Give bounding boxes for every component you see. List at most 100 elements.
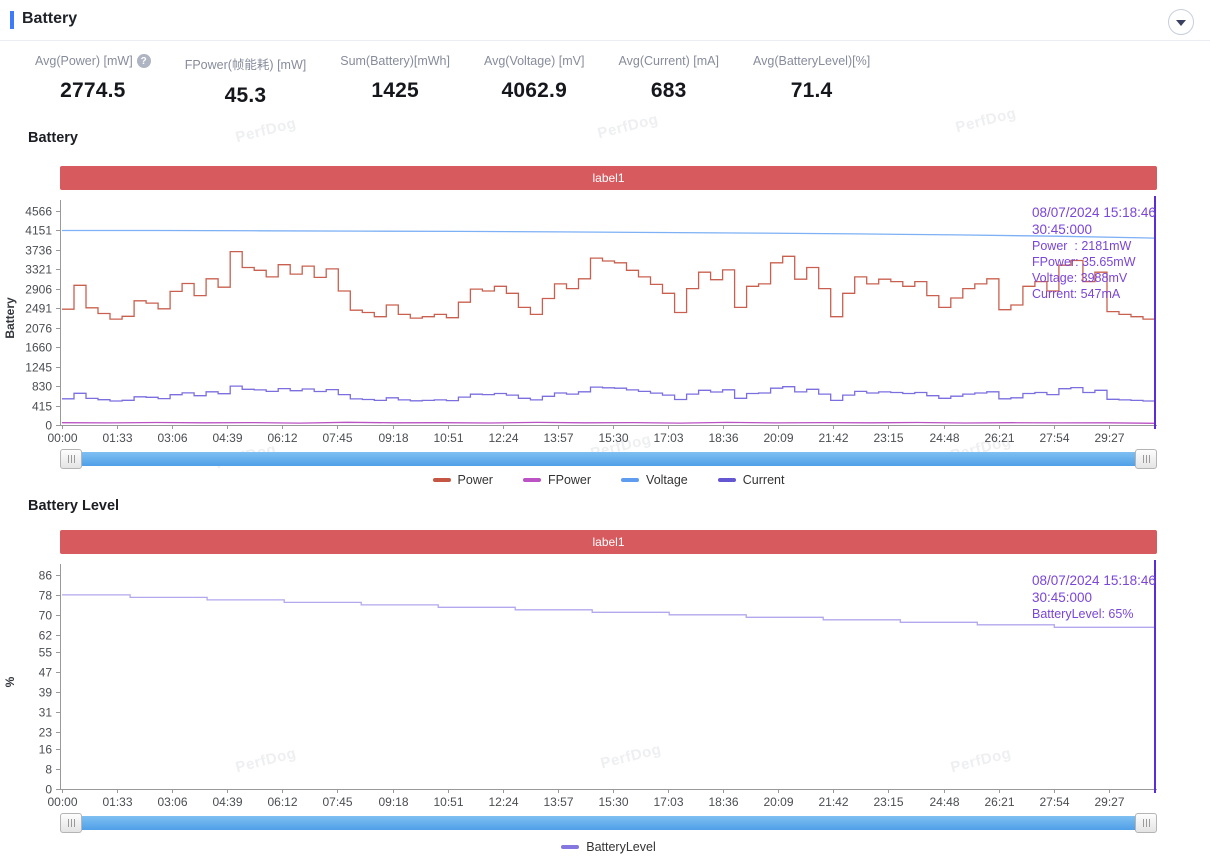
stat-label: Avg(Current) [mA] — [618, 54, 720, 68]
legend-dash-icon — [717, 478, 736, 482]
svg-text:3321: 3321 — [25, 263, 52, 277]
grip-icon — [1145, 819, 1147, 827]
svg-text:23:15: 23:15 — [873, 795, 903, 809]
svg-text:0: 0 — [45, 419, 52, 433]
banner-label: label1 — [592, 171, 625, 185]
svg-text:830: 830 — [32, 380, 52, 394]
svg-text:18:36: 18:36 — [708, 795, 738, 809]
label-banner: label1 — [60, 166, 1157, 190]
stat-avg-current: Avg(Current) [mA] 683 — [619, 54, 720, 108]
svg-text:47: 47 — [39, 666, 53, 680]
legend-label: Power — [457, 473, 493, 487]
svg-text:78: 78 — [39, 589, 53, 603]
svg-text:00:00: 00:00 — [47, 431, 77, 445]
help-icon[interactable]: ? — [136, 54, 151, 68]
battery-chart-title: Battery — [28, 130, 78, 146]
svg-text:2491: 2491 — [25, 302, 52, 316]
svg-text:09:18: 09:18 — [378, 795, 408, 809]
svg-text:24:48: 24:48 — [929, 431, 959, 445]
svg-text:Battery: Battery — [3, 297, 17, 339]
battery-level-chart-title: Battery Level — [28, 498, 120, 514]
perfdog-watermark: PerfDog — [953, 104, 1018, 137]
battery-chart-hscrollbar[interactable] — [60, 449, 1157, 469]
svg-text:20:09: 20:09 — [763, 431, 793, 445]
perfdog-watermark: PerfDog — [233, 114, 298, 147]
svg-text:17:03: 17:03 — [653, 431, 683, 445]
battery-level-chart-legend: BatteryLevel — [60, 840, 1157, 854]
chevron-down-icon — [1176, 20, 1186, 26]
svg-text:86: 86 — [39, 569, 53, 583]
svg-text:10:51: 10:51 — [433, 795, 463, 809]
legend-label: FPower — [547, 473, 592, 487]
scrollbar-right-handle[interactable] — [1135, 813, 1157, 833]
stat-label: Sum(Battery)[mWh] — [340, 54, 450, 68]
scrollbar-left-handle[interactable] — [60, 813, 82, 833]
legend-item-voltage[interactable]: Voltage — [621, 473, 688, 487]
svg-text:00:00: 00:00 — [47, 795, 77, 809]
grip-icon — [70, 455, 72, 463]
svg-text:21:42: 21:42 — [818, 795, 848, 809]
svg-text:415: 415 — [32, 400, 52, 414]
stat-avg-voltage: Avg(Voltage) [mV] 4062.9 — [484, 54, 585, 108]
collapse-button[interactable] — [1168, 9, 1194, 35]
svg-text:15:30: 15:30 — [598, 795, 628, 809]
svg-text:15:30: 15:30 — [598, 431, 628, 445]
stat-label: Avg(Voltage) [mV] — [483, 54, 585, 68]
svg-text:04:39: 04:39 — [212, 795, 242, 809]
svg-text:23: 23 — [39, 726, 53, 740]
stat-fpower: FPower(帧能耗) [mW] 45.3 — [185, 54, 307, 108]
svg-text:21:42: 21:42 — [818, 431, 848, 445]
stat-label: Avg(BatteryLevel)[%] — [753, 54, 871, 68]
legend-dash-icon — [522, 478, 541, 482]
svg-text:06:12: 06:12 — [267, 431, 297, 445]
svg-text:8: 8 — [45, 763, 52, 777]
stat-value: 71.4 — [790, 79, 833, 102]
legend-item-batterylevel[interactable]: BatteryLevel — [561, 840, 656, 854]
svg-text:06:12: 06:12 — [267, 795, 297, 809]
svg-text:0: 0 — [45, 783, 52, 797]
legend-item-fpower[interactable]: FPower — [522, 473, 592, 487]
stat-value: 4062.9 — [501, 79, 567, 102]
label-banner: label1 — [60, 530, 1157, 554]
svg-text:31: 31 — [39, 706, 53, 720]
battery-level-chart[interactable]: 0 8 16 23 31 39 47 55 62 70 78 86 00:00 01:33 03:06 04:… — [0, 560, 1210, 812]
svg-text:1245: 1245 — [25, 361, 52, 375]
legend-dash-icon — [561, 845, 580, 849]
stat-label: FPower(帧能耗) [mW] — [184, 58, 307, 72]
legend-label: Current — [742, 473, 785, 487]
legend-item-current[interactable]: Current — [717, 473, 785, 487]
svg-text:16: 16 — [39, 743, 53, 757]
stat-value: 45.3 — [224, 84, 267, 107]
scrollbar-left-handle[interactable] — [60, 449, 82, 469]
svg-text:26:21: 26:21 — [984, 431, 1014, 445]
stat-avg-power: Avg(Power) [mW]? 2774.5 — [35, 54, 151, 108]
stat-value: 683 — [650, 79, 687, 102]
svg-text:23:15: 23:15 — [873, 431, 903, 445]
svg-text:18:36: 18:36 — [708, 431, 738, 445]
legend-dash-icon — [432, 478, 451, 482]
svg-text:12:24: 12:24 — [488, 795, 518, 809]
battery-level-chart-hscrollbar[interactable] — [60, 813, 1157, 833]
legend-label: BatteryLevel — [586, 840, 656, 854]
svg-text:39: 39 — [39, 686, 53, 700]
svg-text:01:33: 01:33 — [102, 795, 132, 809]
scrollbar-track[interactable] — [71, 452, 1146, 466]
legend-item-power[interactable]: Power — [432, 473, 493, 487]
grip-icon — [1145, 455, 1147, 463]
svg-text:29:27: 29:27 — [1094, 431, 1124, 445]
battery-chart[interactable]: 0 415 830 1245 1660 2076 2491 2906 3321 3736 4151 4… — [0, 196, 1210, 448]
svg-text:07:45: 07:45 — [322, 795, 352, 809]
svg-text:29:27: 29:27 — [1094, 795, 1124, 809]
scrollbar-right-handle[interactable] — [1135, 449, 1157, 469]
svg-text:20:09: 20:09 — [763, 795, 793, 809]
scrollbar-track[interactable] — [71, 816, 1146, 830]
svg-text:09:18: 09:18 — [378, 431, 408, 445]
page-title: Battery — [22, 10, 78, 27]
svg-text:24:48: 24:48 — [929, 795, 959, 809]
svg-text:1660: 1660 — [25, 341, 52, 355]
section-header: Battery — [0, 0, 1210, 41]
svg-text:62: 62 — [39, 629, 53, 643]
svg-text:26:21: 26:21 — [984, 795, 1014, 809]
svg-text:10:51: 10:51 — [433, 431, 463, 445]
stats-row: Avg(Power) [mW]? 2774.5 FPower(帧能耗) [mW]… — [35, 54, 870, 108]
